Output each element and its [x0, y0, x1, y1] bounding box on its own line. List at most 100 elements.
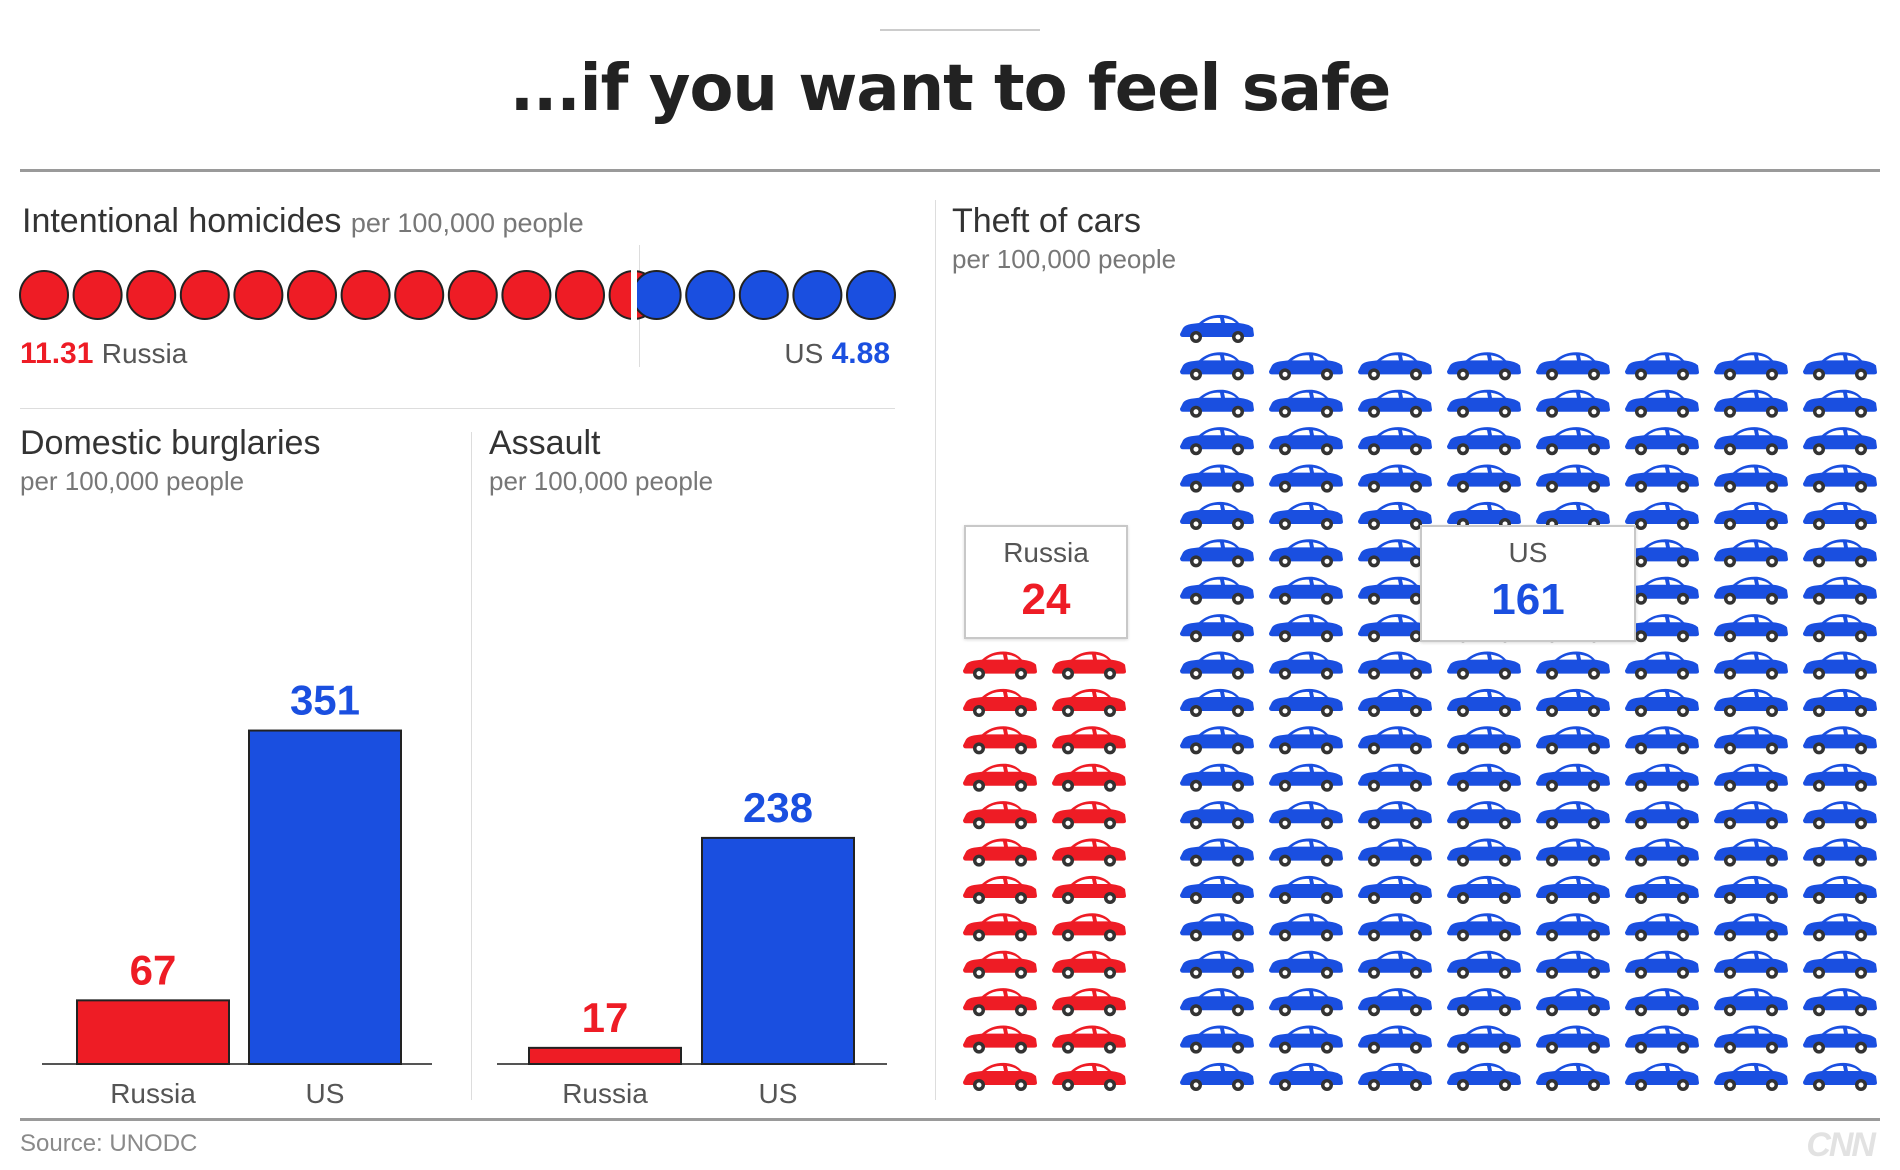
- car-icon-us: [1625, 913, 1699, 942]
- homicide-dot-russia: [287, 270, 337, 320]
- car-icon-us: [1358, 988, 1432, 1017]
- car-icon-us: [1447, 726, 1521, 755]
- car-icon-us: [1625, 688, 1699, 717]
- car-icon-russia: [963, 875, 1037, 904]
- car-icon-us: [1803, 389, 1877, 418]
- car-icon-us: [1625, 352, 1699, 381]
- homicides-us-value: 4.88: [831, 337, 890, 370]
- car-icon-russia: [963, 651, 1037, 680]
- car-icon-us: [1180, 1062, 1254, 1091]
- car-icon-russia: [963, 763, 1037, 792]
- car-icon-us: [1536, 1025, 1610, 1054]
- car-icon-us: [1358, 875, 1432, 904]
- car-icon-us: [1269, 464, 1343, 493]
- page-title: ...if you want to feel safe: [509, 52, 1392, 126]
- homicide-dot-russia: [19, 270, 69, 320]
- car-icon-us: [1803, 950, 1877, 979]
- car-icon-us: [1803, 838, 1877, 867]
- car-icon-russia: [1052, 838, 1126, 867]
- car-icon-russia: [1052, 726, 1126, 755]
- car-icon-russia: [1052, 950, 1126, 979]
- homicide-dot-russia: [72, 270, 123, 320]
- left-right-divider: [935, 200, 936, 1100]
- car-icon-us: [1447, 763, 1521, 792]
- car-icon-us: [1625, 501, 1699, 530]
- car-theft-us-label: US: [1508, 537, 1548, 568]
- homicides-us-readout: US 4.88: [784, 337, 890, 371]
- car-icon-us: [1714, 688, 1788, 717]
- car-icon-us: [1358, 1062, 1432, 1091]
- car-icon-us: [1269, 726, 1343, 755]
- car-icon-russia: [1052, 763, 1126, 792]
- car-icon-russia: [1052, 1062, 1126, 1091]
- car-icon-us: [1269, 576, 1343, 605]
- bar-us: [701, 836, 855, 1066]
- car-icon-us: [1447, 1062, 1521, 1091]
- homicides-dots: [19, 265, 896, 325]
- car-icon-us: [1447, 352, 1521, 381]
- bar-us: [248, 729, 402, 1065]
- car-icon-us: [1803, 539, 1877, 568]
- homicide-dot-russia: [501, 270, 552, 320]
- car-icon-us: [1358, 389, 1432, 418]
- car-icon-us: [1447, 988, 1521, 1017]
- car-icon-us: [1358, 1025, 1432, 1054]
- car-icon-us: [1625, 389, 1699, 418]
- car-icon-us: [1803, 464, 1877, 493]
- car-icon-us: [1714, 988, 1788, 1017]
- car-icon-us: [1714, 726, 1788, 755]
- car-icon-us: [1625, 651, 1699, 680]
- car-icon-us: [1180, 352, 1254, 381]
- car-icon-russia: [963, 726, 1037, 755]
- car-theft-us-value: 161: [1491, 575, 1565, 624]
- car-icon-us: [1447, 464, 1521, 493]
- car-icon-us: [1714, 352, 1788, 381]
- car-icon-us: [1180, 950, 1254, 979]
- car-icon-us: [1714, 614, 1788, 643]
- homicide-dot-us: [631, 270, 682, 320]
- car-icon-us: [1358, 726, 1432, 755]
- car-icon-us: [1714, 427, 1788, 456]
- car-icon-us: [1803, 1025, 1877, 1054]
- car-icon-us: [1269, 801, 1343, 830]
- header-divider: [20, 169, 1880, 172]
- car-icon-us: [1625, 464, 1699, 493]
- car-icon-us: [1714, 576, 1788, 605]
- assault-subtitle: per 100,000 people: [489, 466, 714, 496]
- car-icon-us: [1180, 763, 1254, 792]
- car-icon-us: [1269, 688, 1343, 717]
- car-icon-us: [1447, 838, 1521, 867]
- car-icon-us: [1714, 801, 1788, 830]
- car-icon-us: [1358, 950, 1432, 979]
- car-icon-us: [1536, 763, 1610, 792]
- car-icon-russia: [963, 1025, 1037, 1054]
- car-icon-us: [1180, 314, 1254, 343]
- car-icon-russia: [1052, 688, 1126, 717]
- assault-bars: 17 Russia 238 US: [497, 784, 887, 1109]
- car-icon-us: [1625, 539, 1699, 568]
- homicide-split-gap: [631, 265, 637, 325]
- car-icon-us: [1536, 950, 1610, 979]
- car-icon-us: [1625, 988, 1699, 1017]
- car-icon-us: [1269, 763, 1343, 792]
- car-theft-title: Theft of cars: [952, 202, 1141, 240]
- assault-title: Assault: [489, 424, 601, 462]
- car-icon-us: [1714, 875, 1788, 904]
- homicides-subtitle: per 100,000 people: [350, 208, 584, 238]
- homicide-dot-russia: [447, 270, 498, 320]
- car-icon-us: [1269, 651, 1343, 680]
- car-icon-us: [1714, 539, 1788, 568]
- car-icon-russia: [1052, 801, 1126, 830]
- car-icon-us: [1803, 576, 1877, 605]
- car-icon-us: [1625, 875, 1699, 904]
- source-note: Source: UNODC: [20, 1130, 198, 1157]
- car-icon-us: [1269, 988, 1343, 1017]
- car-icon-us: [1536, 988, 1610, 1017]
- bar-category-label: Russia: [110, 1078, 196, 1109]
- homicide-dot-russia: [340, 270, 391, 320]
- car-icon-us: [1180, 688, 1254, 717]
- car-icon-us: [1358, 763, 1432, 792]
- car-icon-us: [1180, 427, 1254, 456]
- car-icon-us: [1536, 464, 1610, 493]
- homicide-dot-us: [846, 270, 896, 320]
